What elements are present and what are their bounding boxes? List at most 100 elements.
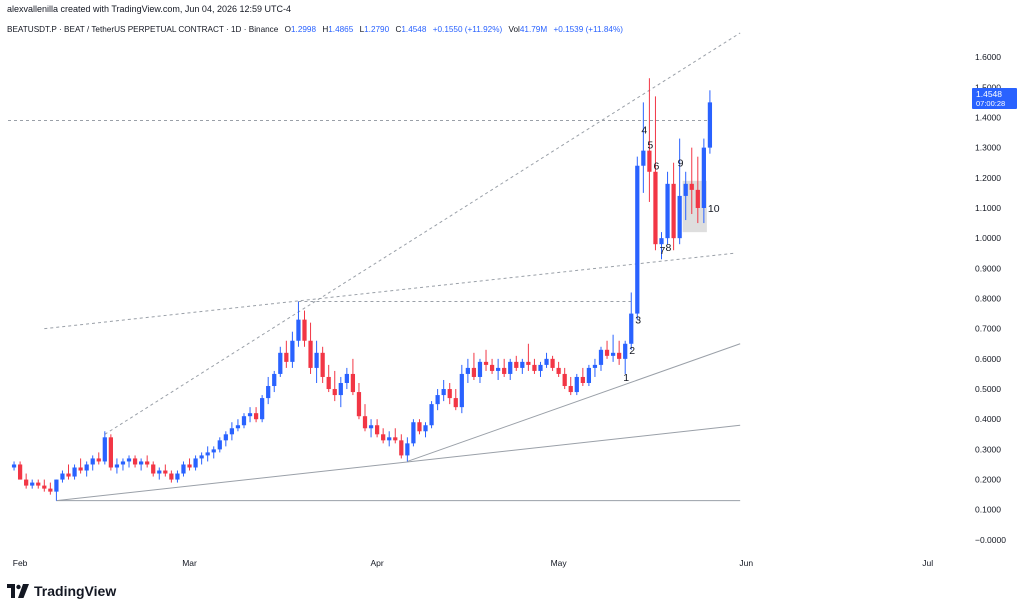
price-axis[interactable]: 1.6000 1.5000 1.4000 1.3000 1.2000 1.1000 1.00… <box>975 52 1006 545</box>
candle <box>223 431 228 447</box>
symbol-info[interactable]: BEATUSDT.P · BEAT / TetherUS PERPETUAL C… <box>7 25 279 34</box>
candle-body <box>374 425 380 435</box>
candle <box>17 461 23 480</box>
candle-body <box>417 422 422 432</box>
candle-body <box>157 470 162 474</box>
candle <box>290 331 295 368</box>
open-label: O <box>284 25 291 34</box>
candle <box>54 479 59 501</box>
time-tick-label: Jul <box>922 558 933 568</box>
candle <box>11 461 17 471</box>
high-value: 1.4865 <box>328 25 354 34</box>
candle-body <box>701 147 706 208</box>
open-value: 1.2998 <box>290 25 317 34</box>
trend-drawings <box>8 32 741 502</box>
candle <box>471 352 477 380</box>
candle <box>604 340 610 359</box>
candle <box>48 482 53 495</box>
candle <box>320 346 325 383</box>
candle <box>598 346 604 371</box>
time-axis[interactable]: Feb Mar Apr May Jun Jul <box>13 558 934 568</box>
candle <box>260 395 265 423</box>
close-value: 1.4548 <box>401 25 427 34</box>
candle <box>381 428 386 444</box>
wave-label: 7 <box>660 245 666 257</box>
candle-body <box>11 464 17 468</box>
candle-body <box>629 313 634 344</box>
candle <box>302 310 307 347</box>
candle <box>114 458 120 474</box>
candle <box>592 358 598 377</box>
wave-label: 6 <box>653 161 659 173</box>
candle <box>417 419 422 435</box>
price-tick-label: 0.2000 <box>975 475 1001 485</box>
candle-body <box>526 361 531 365</box>
candle-body <box>441 389 446 396</box>
candle <box>72 464 77 480</box>
candle <box>139 458 144 471</box>
candle-body <box>647 150 652 172</box>
candle-body <box>163 470 168 474</box>
candle <box>163 464 168 477</box>
candle <box>520 358 525 374</box>
candle-body <box>665 183 670 239</box>
candle-body <box>17 464 23 480</box>
candle-body <box>471 367 477 377</box>
candle-body <box>604 349 610 356</box>
candle <box>653 96 658 251</box>
candle-body <box>241 416 247 426</box>
candle-body <box>290 340 295 362</box>
candle <box>580 367 585 387</box>
candle <box>278 346 283 377</box>
channel-dotted-upper <box>104 32 741 435</box>
candle-body <box>302 319 307 341</box>
candle-body <box>42 485 47 489</box>
candle-body <box>247 413 253 417</box>
candle <box>689 147 694 215</box>
wave-label: 9 <box>678 158 684 170</box>
wave-labels: 1 2 3 456 7 8 9 10 <box>623 125 720 384</box>
candle <box>629 292 634 350</box>
candle-body <box>205 452 210 456</box>
candle-body <box>556 367 561 374</box>
vol-value: 41.79M <box>519 25 548 34</box>
channel-dotted-lower <box>44 252 735 330</box>
candle <box>701 138 706 224</box>
price-tick-label: 0.4000 <box>975 414 1001 424</box>
candle <box>362 404 368 432</box>
tradingview-logo-icon <box>7 584 29 598</box>
candle-body <box>477 361 483 377</box>
brand-logo[interactable]: TradingView <box>7 583 116 599</box>
candles <box>11 78 713 501</box>
candle <box>459 364 464 414</box>
candle-body <box>66 473 71 477</box>
candle-body <box>48 488 53 492</box>
vol-label: Vol <box>508 25 520 34</box>
candle <box>707 90 713 154</box>
candle <box>411 419 416 447</box>
candle-body <box>308 340 313 368</box>
candle-body <box>574 376 579 393</box>
candle <box>514 355 519 371</box>
candle-body <box>344 373 349 383</box>
candle-body <box>405 443 410 456</box>
candle-body <box>260 398 265 420</box>
candle <box>66 464 71 480</box>
price-tick-label: 0.6000 <box>975 354 1001 364</box>
candle-body <box>598 349 604 365</box>
candle-body <box>96 458 101 462</box>
price-tick-label: 0.7000 <box>975 324 1001 334</box>
candle <box>284 340 289 368</box>
price-tick-label: 1.6000 <box>975 52 1001 62</box>
candle-body <box>411 422 416 444</box>
candle-body <box>447 389 452 399</box>
candle-body <box>465 367 470 374</box>
candle-body <box>181 464 186 474</box>
candle <box>266 376 271 405</box>
bar-countdown: 07:00:28 <box>976 99 1005 108</box>
candle <box>399 434 404 459</box>
candle <box>665 171 670 245</box>
candle-body <box>562 373 567 387</box>
last-price-tag: 1.4548 07:00:28 <box>972 88 1017 109</box>
